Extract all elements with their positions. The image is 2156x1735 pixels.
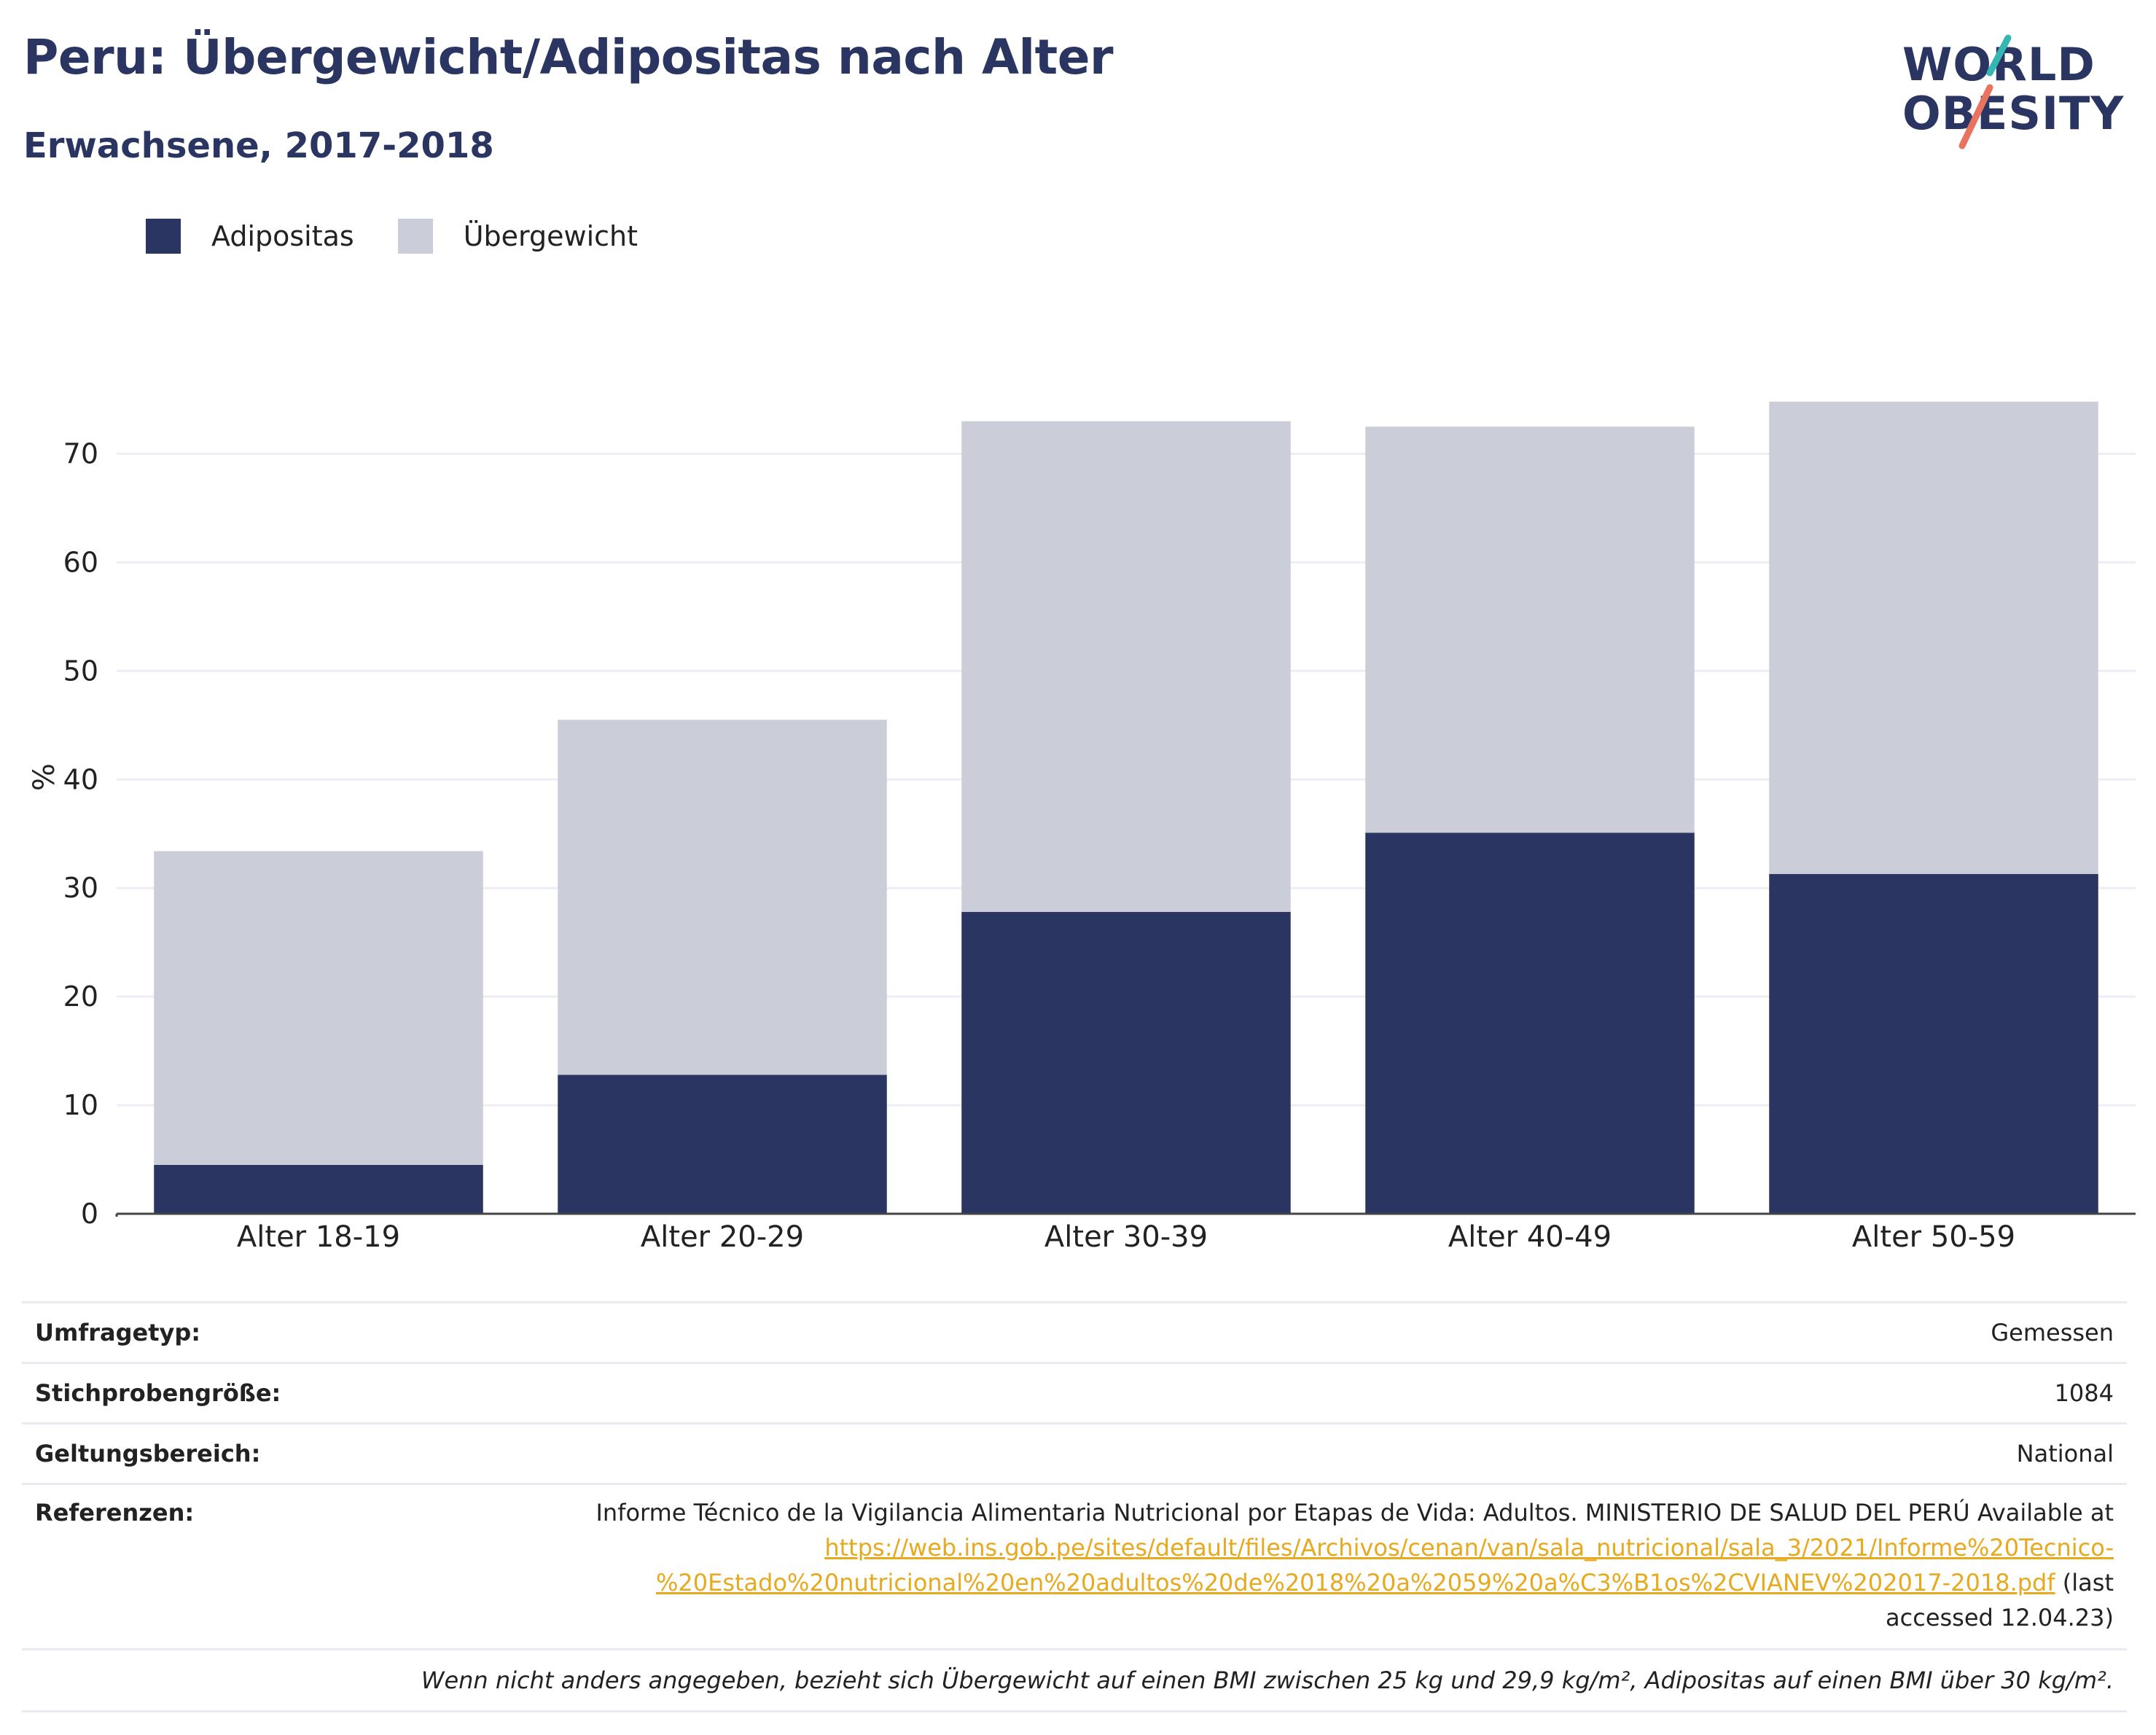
info-value: National [2016,1440,2114,1467]
reference-last: (last [2062,1569,2114,1596]
info-value: Gemessen [1991,1319,2114,1346]
y-tick-label: 70 [63,437,98,469]
chart-legend: Adipositas Übergewicht [146,217,681,255]
bar-obesity [154,1164,483,1214]
legend-swatch-overweight [397,219,433,254]
reference-link-part-1[interactable]: https://web.ins.gob.pe/sites/default/fil… [824,1534,2114,1562]
x-tick-label: Alter 40-49 [1448,1220,1612,1254]
y-tick-label: 30 [63,872,98,904]
info-value: 1084 [2054,1379,2114,1407]
y-tick-label: 10 [63,1089,98,1121]
legend-swatch-obesity [146,219,181,254]
x-tick-label: Alter 18-19 [237,1220,400,1254]
bar-overweight [558,720,887,1075]
bar-obesity [961,911,1291,1214]
bar-obesity [1769,873,2098,1214]
reference-citation: Informe Técnico de la Vigilancia Aliment… [595,1499,2114,1527]
y-tick-label: 0 [81,1198,98,1230]
bar-overweight [154,851,483,1165]
logo-slash-icon [1958,34,2012,149]
y-tick-label: 20 [63,980,98,1013]
bar-overweight [1365,426,1695,833]
y-tick-label: 60 [63,546,98,578]
x-tick-label: Alter 20-29 [641,1220,804,1254]
legend-label-overweight: Übergewicht [463,220,638,252]
reference-link-part-2[interactable]: %20Estado%20nutricional%20en%20adultos%2… [655,1569,2055,1596]
logo-line-2: OBESITY [1902,87,2125,140]
info-row-sample-size: Stichprobengröße: 1084 [22,1363,2127,1424]
chart-subtitle: Erwachsene, 2017-2018 [23,125,494,166]
bar-obesity [1365,833,1695,1214]
bmi-note: Wenn nicht anders angegeben, bezieht sic… [421,1666,2114,1694]
legend-label-obesity: Adipositas [211,220,354,252]
chart-title: Peru: Übergewicht/Adipositas nach Alter [23,29,1114,85]
x-tick-label: Alter 50-59 [1852,1220,2015,1254]
legend-item-overweight[interactable]: Übergewicht [397,219,638,254]
reference-accessed: accessed 12.04.23) [1886,1604,2114,1631]
world-obesity-logo: WORLD OBESITY [1902,22,2143,153]
info-key: Stichprobengröße: [35,1379,281,1407]
info-row-survey-type: Umfragetyp: Gemessen [22,1302,2127,1363]
bar-chart: 0 10 20 30 40 50 60 70 Alter 18-19 Alter 20-29 Alt… [63,401,2136,1254]
bar-overweight [961,421,1291,912]
info-key: Umfragetyp: [35,1319,201,1346]
info-row-note: Wenn nicht anders angegeben, bezieht sic… [22,1650,2127,1712]
y-tick-label: 50 [63,655,98,687]
legend-item-obesity[interactable]: Adipositas [146,219,354,254]
info-key: Geltungsbereich: [35,1440,261,1467]
info-row-references: Referenzen: Informe Técnico de la Vigila… [22,1484,2127,1650]
reference-text: Informe Técnico de la Vigilancia Aliment… [558,1484,2127,1650]
info-row-coverage: Geltungsbereich: National [22,1424,2127,1484]
bar-obesity [558,1075,887,1214]
y-tick-label: 40 [63,763,98,795]
x-tick-label: Alter 30-39 [1044,1220,1208,1254]
bar-overweight [1769,401,2098,874]
info-table: Umfragetyp: Gemessen Stichprobengröße: 1… [22,1301,2127,1712]
info-key: Referenzen: [35,1499,195,1527]
